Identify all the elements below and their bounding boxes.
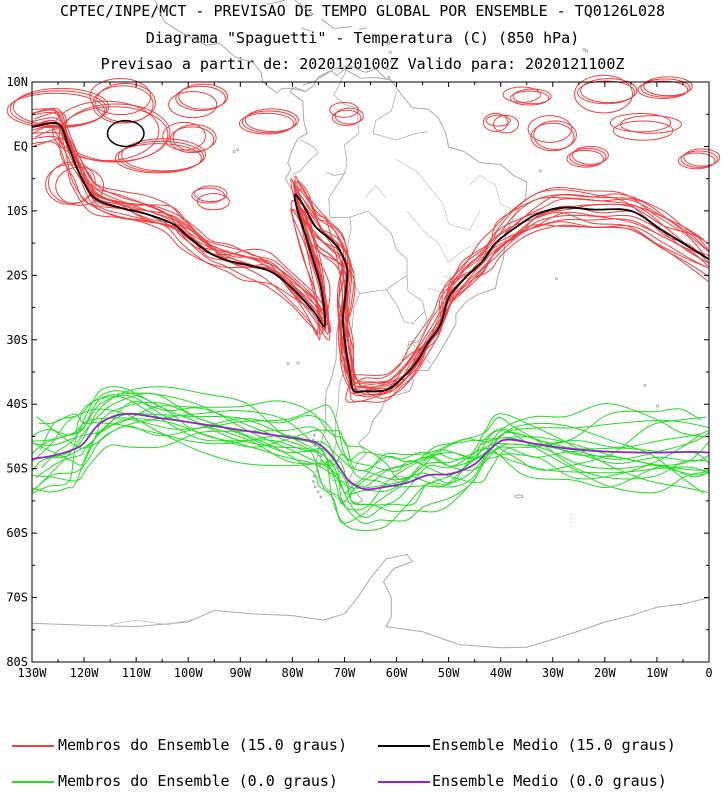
member-0-contour <box>31 395 710 471</box>
lon-tick-label: 70W <box>334 666 356 680</box>
lon-tick-label: 0 <box>705 666 712 680</box>
member-0-contour <box>31 404 710 488</box>
member-0-contour <box>33 410 710 532</box>
member-15-contour <box>31 141 710 397</box>
member-15-contour <box>31 135 710 394</box>
isotherm-0-members <box>31 386 710 532</box>
lat-tick-label: 30S <box>6 333 28 347</box>
lat-tick-label: 10S <box>6 204 28 218</box>
lat-tick-label: 70S <box>6 591 28 605</box>
lat-tick-label: 20S <box>6 268 28 282</box>
member-15-contour <box>33 111 705 392</box>
member-0-contour <box>36 408 702 484</box>
member-15-contour <box>31 112 705 398</box>
lat-tick-label: 60S <box>6 526 28 540</box>
lat-tick-label: 40S <box>6 397 28 411</box>
lon-tick-label: 60W <box>386 666 408 680</box>
antarctica-coastline <box>214 553 710 649</box>
legend-label-mean-0: Ensemble Medio (0.0 graus) <box>432 772 667 790</box>
map-frame <box>31 81 710 663</box>
lon-tick-label: 90W <box>229 666 251 680</box>
member-0-contour <box>31 408 710 489</box>
lon-tick-label: 10W <box>646 666 668 680</box>
map-title-line1: CPTEC/INPE/MCT - PREVISAO DE TEMPO GLOBA… <box>59 2 666 20</box>
lat-tick-label: 10N <box>6 75 28 89</box>
lon-tick-label: 80W <box>282 666 304 680</box>
member-15-contour <box>31 126 710 386</box>
member-0-contour <box>35 400 710 524</box>
member-0-contour <box>31 386 710 511</box>
lon-tick-label: 40W <box>490 666 512 680</box>
legend-swatch-members-15 <box>12 745 54 747</box>
legend-label-mean-15: Ensemble Medio (15.0 graus) <box>432 736 676 754</box>
lon-tick-label: 20W <box>594 666 616 680</box>
ensemble-mean-0-contour <box>31 412 710 491</box>
member-0-contour <box>31 392 710 494</box>
ensemble-mean-15-contour <box>31 122 710 393</box>
central-america-coastline <box>154 0 306 94</box>
lon-tick-label: 100W <box>174 666 204 680</box>
lon-tick-label: 30W <box>542 666 564 680</box>
member-0-contour <box>31 417 710 484</box>
legend-label-members-0: Membros do Ensemble (0.0 graus) <box>58 772 338 790</box>
map-title-line2: Diagrama "Spaguetti" - Temperatura (C) (… <box>145 29 580 47</box>
legend-swatch-members-0 <box>12 781 54 783</box>
member-0-contour <box>38 413 707 472</box>
lon-tick-label: 110W <box>122 666 152 680</box>
member-15-contour <box>31 109 710 384</box>
member-0-contour <box>31 392 708 518</box>
member-0-contour <box>31 390 709 506</box>
map-title-line3: Previsao a partir de: 2020120100Z Valido… <box>100 55 625 73</box>
member-15-contour <box>32 131 710 395</box>
legend-label-members-15: Membros do Ensemble (15.0 graus) <box>58 736 347 754</box>
lon-tick-label: 130W <box>18 666 48 680</box>
member-15-contour <box>33 137 709 390</box>
lon-tick-label: 50W <box>438 666 460 680</box>
member-15-contour <box>31 119 710 376</box>
member-15-contour <box>35 128 707 389</box>
member-15-contour <box>34 121 701 383</box>
coastline-layer <box>31 0 710 649</box>
lat-tick-label: EQ <box>14 139 28 153</box>
lat-tick-label: 50S <box>6 462 28 476</box>
member-0-contour <box>40 386 707 495</box>
lon-tick-label: 120W <box>70 666 100 680</box>
lat-tick-label: 80S <box>6 655 28 669</box>
legend-swatch-mean-0 <box>378 781 430 783</box>
member-0-contour <box>31 412 704 513</box>
legend-swatch-mean-15 <box>378 745 430 747</box>
member-0-contour <box>31 426 710 525</box>
member-0-contour <box>40 395 702 487</box>
ensemble-mean-layer <box>31 119 710 491</box>
member-15-contour <box>32 125 710 403</box>
south-america-coastline <box>285 68 528 505</box>
